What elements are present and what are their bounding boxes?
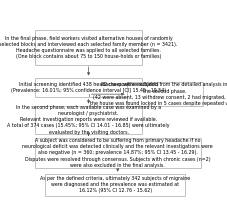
Text: Initial screening identified 438 headache-positive subjects
(Prevalence: 16.01%;: Initial screening identified 438 headach…: [11, 82, 165, 93]
FancyBboxPatch shape: [35, 30, 142, 65]
FancyBboxPatch shape: [35, 106, 142, 134]
FancyBboxPatch shape: [35, 78, 142, 97]
Text: 82 cases were excluded from the detailed analysis in
the second phase.
(42 were : 82 cases were excluded from the detailed…: [89, 82, 227, 106]
FancyBboxPatch shape: [45, 174, 184, 196]
Text: In the second phase, each available case was examined by a
neurologist / psychia: In the second phase, each available case…: [7, 105, 169, 135]
FancyBboxPatch shape: [126, 82, 202, 107]
Text: In the final phase, field workers visited alternative houses of randomly
selecte: In the final phase, field workers visite…: [0, 36, 177, 59]
Text: As per the defined criteria, ultimately 342 subjects of migraine
were diagnosed : As per the defined criteria, ultimately …: [40, 176, 189, 193]
Text: A subject was considered to be suffering from primary headache if no
neurologica: A subject was considered to be suffering…: [22, 138, 212, 168]
FancyBboxPatch shape: [35, 138, 200, 168]
